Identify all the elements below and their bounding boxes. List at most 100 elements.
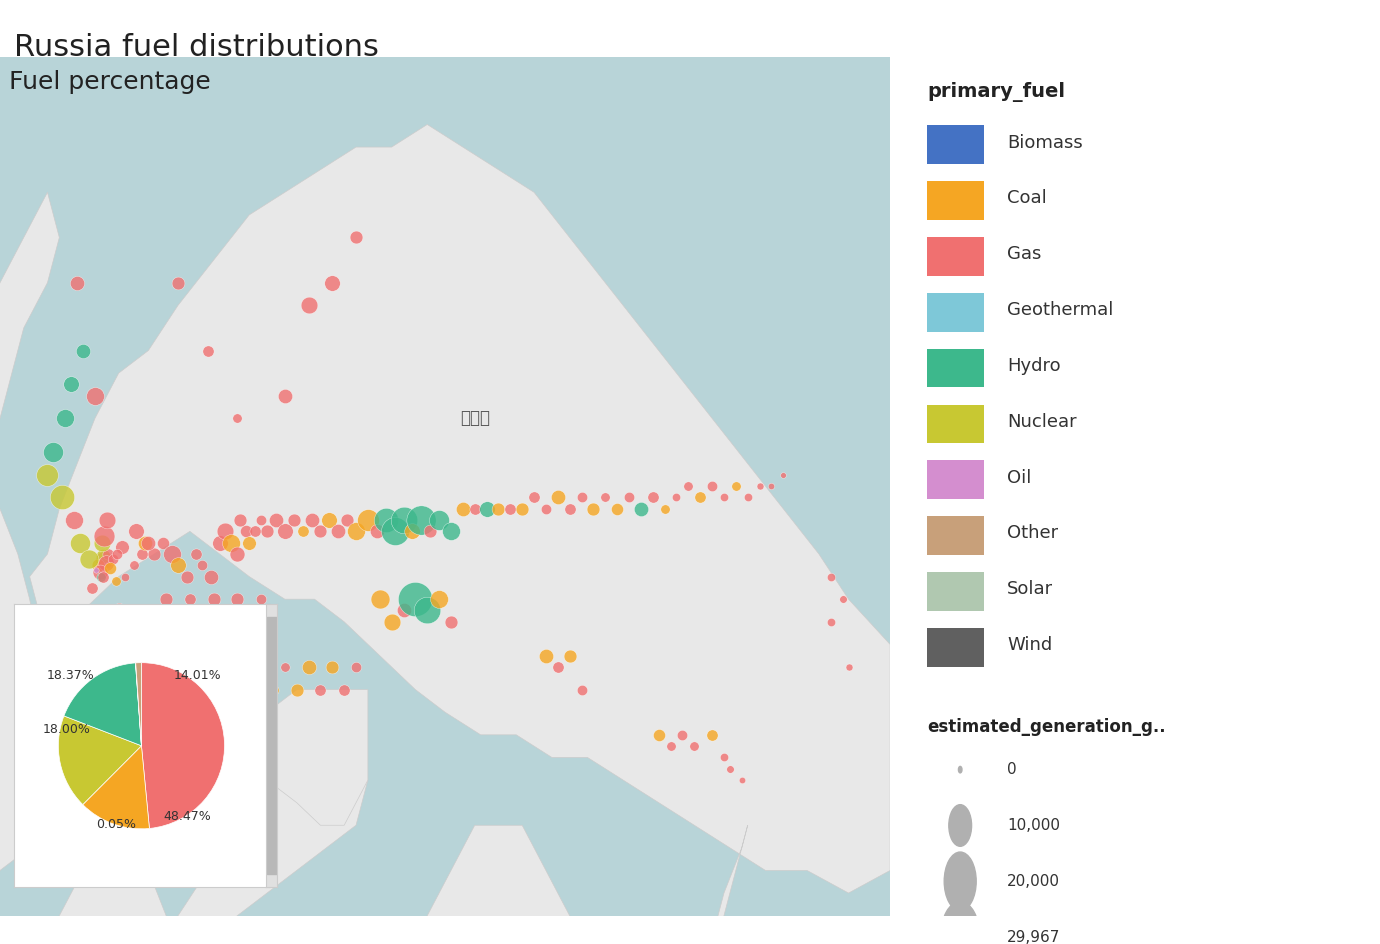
Point	[54, 411, 76, 426]
Point	[731, 772, 753, 787]
Point	[179, 592, 201, 607]
Text: Coal: Coal	[1007, 190, 1047, 208]
FancyBboxPatch shape	[927, 572, 984, 611]
Point	[273, 388, 295, 403]
Point	[273, 524, 295, 539]
FancyBboxPatch shape	[927, 461, 984, 499]
Point	[190, 558, 213, 573]
Text: 18.37%: 18.37%	[47, 668, 95, 682]
Point	[701, 479, 723, 494]
Point	[319, 513, 341, 528]
Text: Hydro: Hydro	[1007, 357, 1061, 375]
Point	[92, 529, 115, 544]
Point	[66, 275, 88, 290]
Point	[333, 683, 355, 698]
FancyBboxPatch shape	[927, 293, 984, 331]
Point	[511, 501, 533, 516]
Text: 29,967: 29,967	[1007, 930, 1060, 944]
Polygon shape	[36, 870, 237, 944]
Text: Solar: Solar	[1007, 581, 1053, 598]
Point	[244, 524, 266, 539]
Circle shape	[959, 767, 962, 773]
Point	[175, 569, 197, 584]
Point	[701, 727, 723, 742]
Point	[678, 479, 700, 494]
Point	[126, 524, 148, 539]
Wedge shape	[83, 746, 149, 829]
Point	[384, 524, 406, 539]
Point	[298, 297, 320, 312]
Point	[113, 569, 135, 584]
Point	[838, 660, 860, 675]
Text: Geothermal: Geothermal	[1007, 301, 1114, 319]
Point	[345, 660, 367, 675]
Point	[327, 524, 349, 539]
Point	[582, 501, 604, 516]
Point	[108, 603, 130, 618]
Point	[618, 490, 640, 505]
Point	[226, 547, 248, 562]
Point	[167, 615, 189, 630]
Point	[226, 411, 248, 426]
Point	[500, 501, 522, 516]
Point	[36, 467, 58, 482]
Point	[138, 535, 160, 550]
Text: 14.01%: 14.01%	[174, 668, 222, 682]
Text: primary_fuel: primary_fuel	[927, 82, 1065, 102]
Point	[322, 660, 344, 675]
Text: Gas: Gas	[1007, 245, 1042, 263]
Circle shape	[944, 852, 976, 911]
Point	[345, 524, 367, 539]
Polygon shape	[0, 193, 59, 554]
Circle shape	[949, 804, 972, 847]
Point	[106, 547, 128, 562]
Point	[820, 569, 842, 584]
Wedge shape	[141, 663, 225, 829]
Text: Fuel percentage: Fuel percentage	[8, 70, 211, 93]
Text: estimated_generation_g..: estimated_generation_g..	[927, 718, 1166, 736]
Point	[95, 555, 117, 570]
Point	[404, 592, 426, 607]
Point	[72, 343, 94, 358]
Text: Oil: Oil	[1007, 468, 1031, 486]
Point	[689, 490, 711, 505]
Text: 俄罗斯: 俄罗斯	[460, 410, 490, 428]
Point	[368, 592, 391, 607]
Point	[257, 524, 279, 539]
Point	[523, 490, 545, 505]
Point	[63, 513, 86, 528]
Wedge shape	[63, 663, 141, 746]
Point	[262, 683, 284, 698]
Point	[239, 615, 261, 630]
Point	[366, 524, 388, 539]
Point	[546, 660, 569, 675]
Point	[535, 649, 558, 664]
Point	[86, 563, 108, 578]
Point	[440, 524, 462, 539]
Point	[43, 445, 65, 460]
Point	[392, 603, 414, 618]
Text: 10,000: 10,000	[1007, 818, 1060, 833]
Point	[642, 490, 664, 505]
Point	[95, 513, 117, 528]
FancyBboxPatch shape	[927, 126, 984, 164]
Point	[152, 535, 174, 550]
Point	[451, 501, 473, 516]
FancyBboxPatch shape	[927, 348, 984, 387]
Point	[200, 569, 222, 584]
Point	[402, 524, 424, 539]
Point	[203, 592, 225, 607]
Point	[464, 501, 486, 516]
Point	[196, 343, 218, 358]
Point	[91, 535, 113, 550]
Point	[381, 615, 403, 630]
Polygon shape	[333, 825, 683, 944]
FancyBboxPatch shape	[927, 181, 984, 220]
Point	[286, 683, 308, 698]
Point	[428, 592, 450, 607]
Point	[123, 558, 145, 573]
Point	[208, 535, 230, 550]
FancyBboxPatch shape	[927, 628, 984, 666]
Point	[535, 501, 558, 516]
Point	[760, 479, 782, 494]
